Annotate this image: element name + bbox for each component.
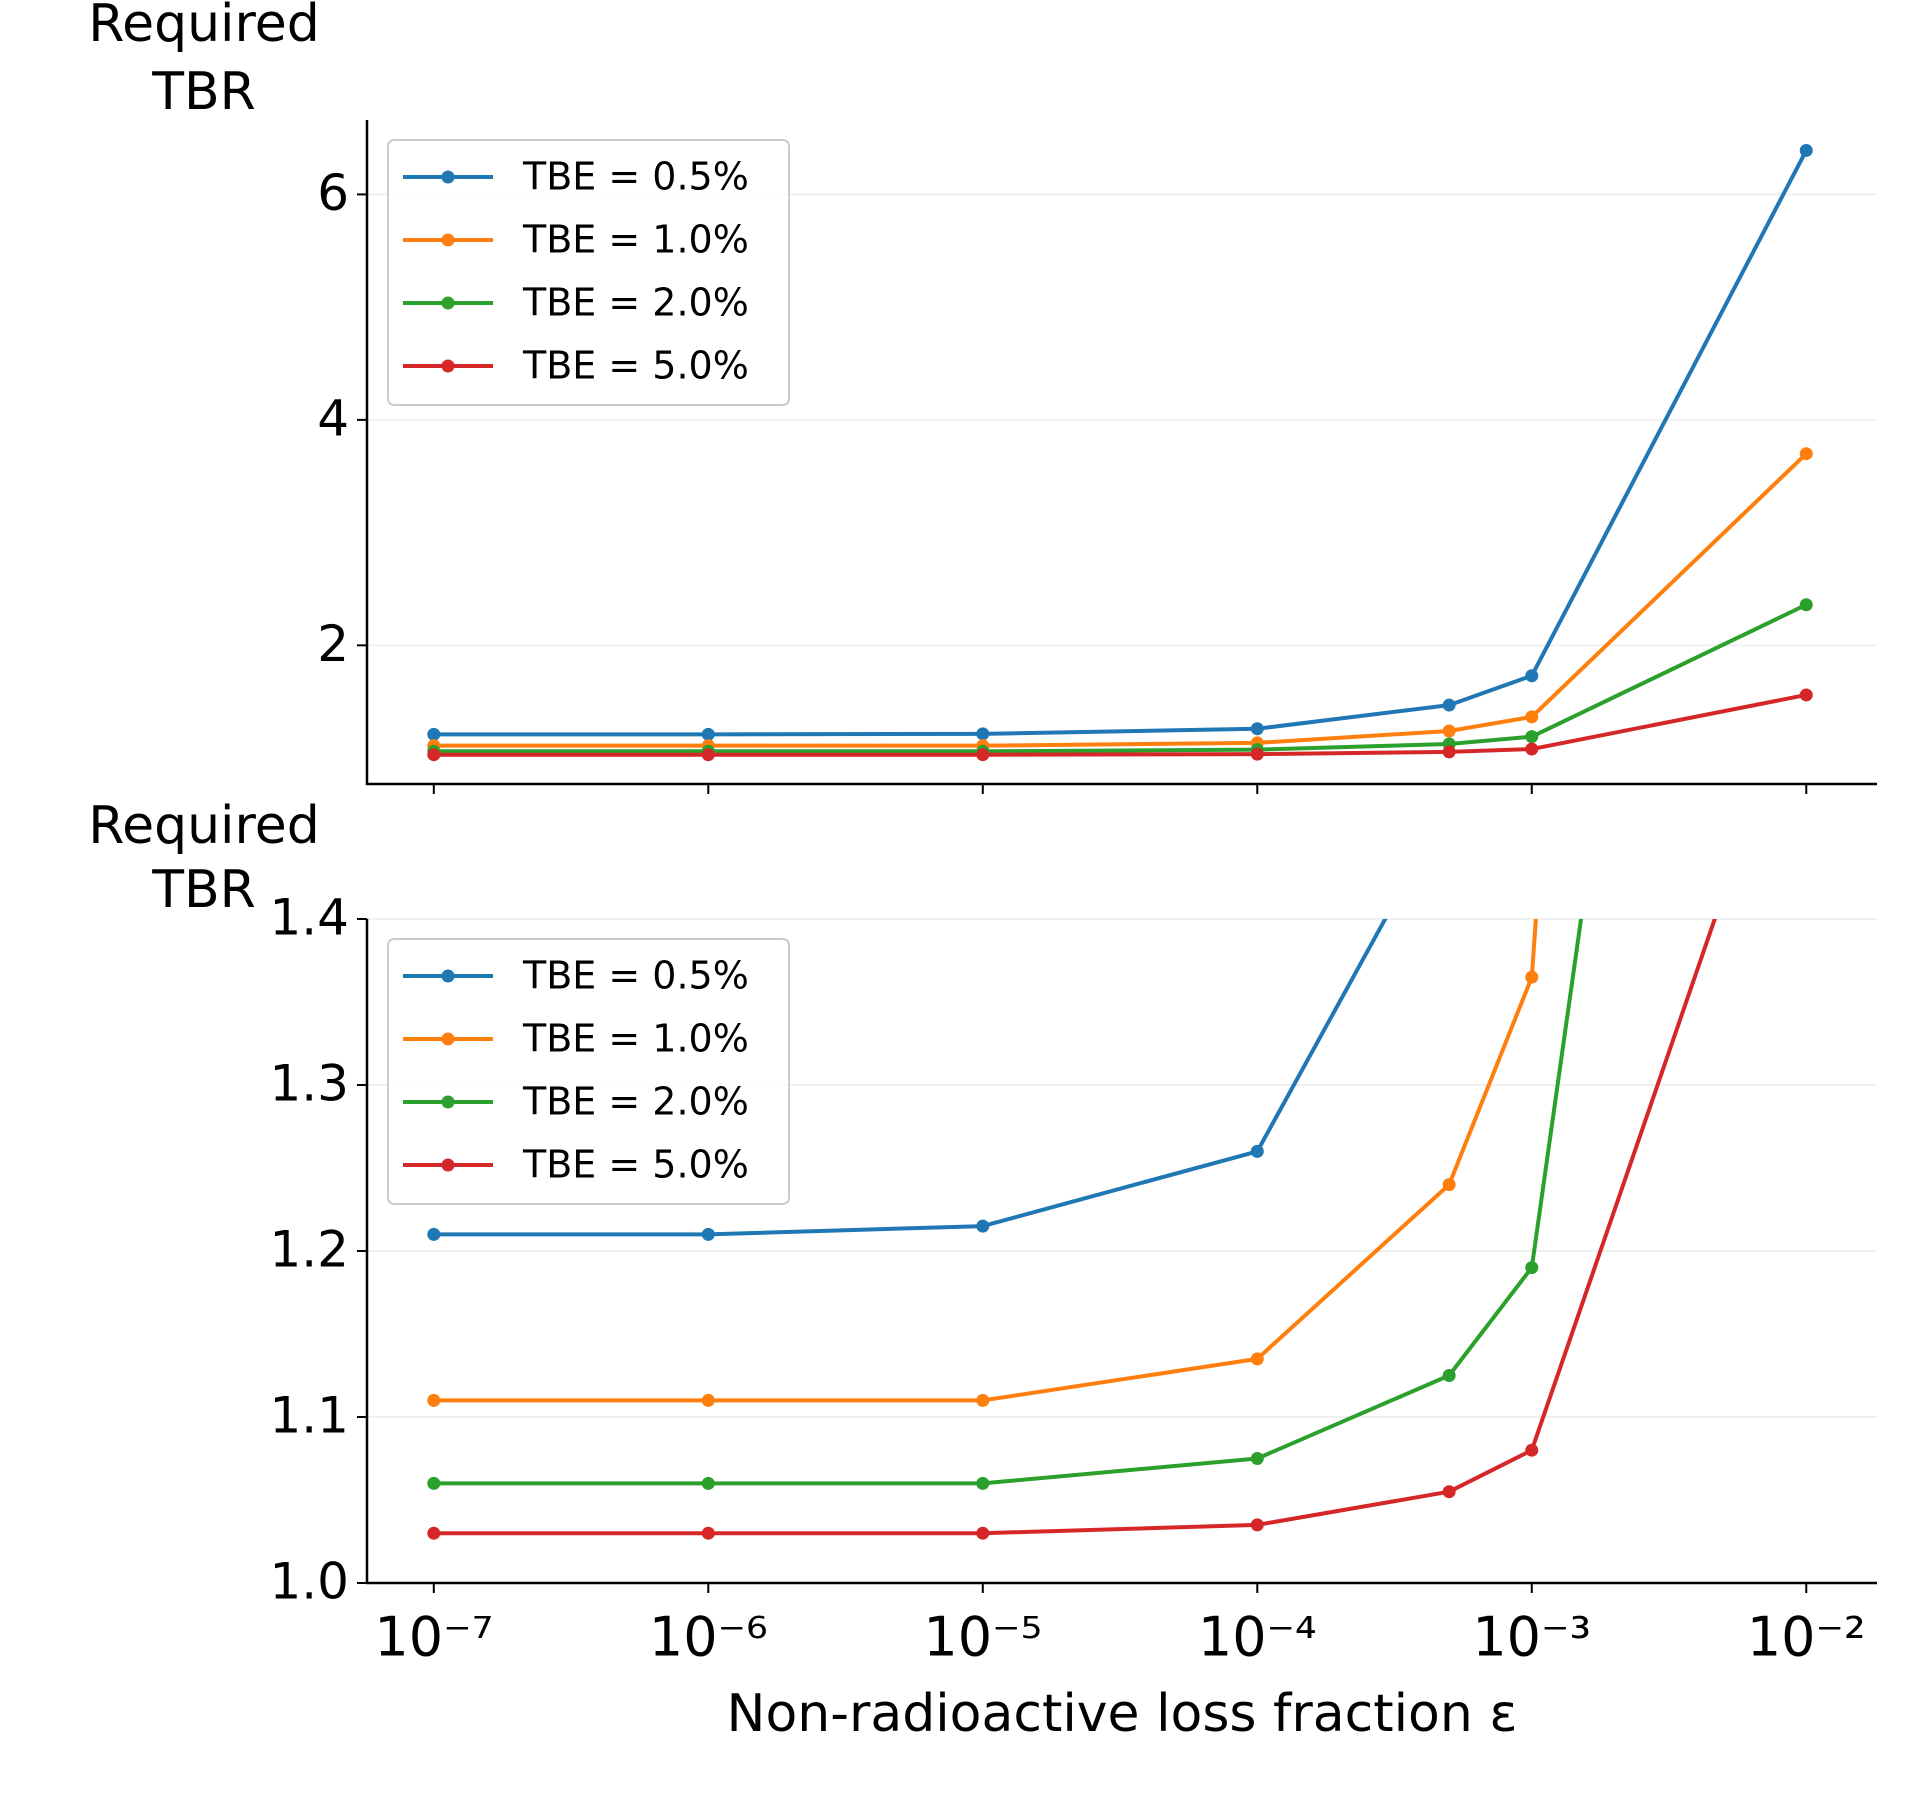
data-point: [701, 1526, 715, 1540]
data-point: [1525, 1443, 1539, 1457]
data-point: [1799, 143, 1813, 157]
y-tick-label: 4: [317, 389, 349, 447]
y-axis-label: TBR: [151, 860, 256, 920]
data-point: [1250, 747, 1264, 761]
y-tick-label: 1.2: [269, 1221, 349, 1279]
legend-box: [387, 938, 790, 1205]
data-point: [1525, 710, 1539, 724]
data-point: [1525, 970, 1539, 984]
data-point: [1442, 745, 1456, 759]
data-point: [976, 1526, 990, 1540]
y-tick-label: 6: [317, 164, 349, 222]
legend-label: TBE = 1.0%: [522, 1017, 749, 1061]
x-tick-label: 10⁻²: [1747, 1606, 1866, 1669]
data-point: [1250, 1452, 1264, 1465]
x-tick-label: 10⁻⁷: [374, 1606, 493, 1669]
legend-marker: [441, 969, 455, 983]
data-point: [1525, 730, 1539, 744]
legend-label: TBE = 5.0%: [522, 344, 749, 388]
y-tick-label: 2: [317, 615, 349, 673]
data-point: [1442, 698, 1456, 712]
y-tick-label: 1.3: [269, 1055, 349, 1113]
data-point: [1250, 1352, 1264, 1366]
data-point: [1799, 447, 1813, 461]
legend-marker: [441, 296, 455, 310]
data-point: [701, 1227, 715, 1241]
legend-label: TBE = 1.0%: [522, 218, 749, 262]
data-point: [1799, 688, 1813, 702]
data-point: [1250, 722, 1264, 736]
legend-label: TBE = 2.0%: [522, 1080, 749, 1124]
legend-label: TBE = 0.5%: [522, 954, 749, 998]
legend-marker: [441, 1095, 455, 1109]
y-axis-label: Required: [88, 796, 319, 856]
legend-box: [387, 139, 790, 406]
data-point: [1525, 365, 1538, 378]
data-point: [1442, 1369, 1456, 1382]
x-tick-label: 10⁻⁴: [1198, 1606, 1317, 1669]
data-point: [1525, 742, 1539, 756]
data-point: [976, 1219, 990, 1233]
data-point: [1800, 647, 1813, 660]
data-point: [976, 748, 990, 762]
x-axis-label: Non-radioactive loss fraction ε: [727, 1684, 1518, 1744]
data-point: [976, 1476, 990, 1490]
data-point: [976, 727, 990, 741]
y-tick-label: 1.1: [269, 1387, 349, 1445]
data-point: [1525, 669, 1539, 683]
plot-area: [427, 365, 1813, 1540]
data-point: [427, 1526, 441, 1540]
data-point: [1442, 1485, 1456, 1499]
x-tick-label: 10⁻⁶: [649, 1606, 768, 1669]
y-tick-label: 1.0: [269, 1553, 349, 1611]
legend-marker: [441, 359, 455, 373]
data-point: [701, 748, 715, 762]
data-point: [1250, 1518, 1264, 1532]
legend: TBE = 0.5% TBE = 1.0% TBE = 2.0% TBE = 5.0%: [387, 139, 790, 406]
legend: TBE = 0.5% TBE = 1.0% TBE = 2.0% TBE = 5.0%: [387, 938, 790, 1205]
data-point: [1250, 1144, 1264, 1158]
data-point: [1442, 724, 1456, 738]
x-tick-label: 10⁻⁵: [923, 1606, 1042, 1669]
data-point: [701, 727, 715, 741]
legend-label: TBE = 0.5%: [522, 155, 749, 199]
legend-marker: [441, 1158, 455, 1172]
x-tick-label: 10⁻³: [1472, 1606, 1591, 1669]
data-point: [1799, 598, 1813, 612]
data-point: [427, 1393, 441, 1407]
data-point: [427, 1227, 441, 1241]
y-axis-label: Required: [88, 0, 319, 54]
data-point: [1442, 1178, 1456, 1192]
data-point: [701, 1476, 715, 1490]
legend-marker: [441, 1032, 455, 1046]
data-point: [427, 727, 441, 741]
data-point: [976, 1393, 990, 1407]
legend-label: TBE = 2.0%: [522, 281, 749, 325]
legend-label: TBE = 5.0%: [522, 1143, 749, 1187]
legend-marker: [441, 170, 455, 184]
y-axis-label: TBR: [151, 62, 256, 122]
plot-area: [427, 143, 1813, 762]
data-point: [427, 748, 441, 762]
data-point: [701, 1393, 715, 1407]
data-point: [427, 1476, 441, 1490]
y-tick-label: 1.4: [269, 889, 349, 947]
data-point: [1443, 796, 1456, 809]
legend-marker: [441, 233, 455, 247]
data-point: [1525, 1261, 1539, 1275]
